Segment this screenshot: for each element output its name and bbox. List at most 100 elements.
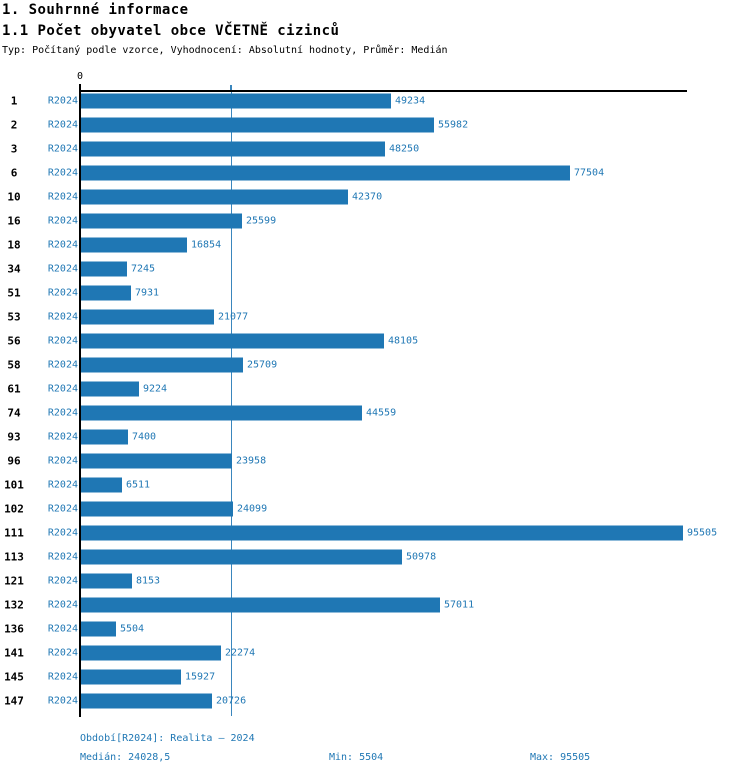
bar-row: 145 R2024 15927 xyxy=(0,665,750,689)
category-label: 74 xyxy=(7,406,21,420)
bar xyxy=(81,693,212,709)
value-label: 22274 xyxy=(225,647,256,659)
bar-row: 111 R2024 95505 xyxy=(0,521,750,545)
series-label: R2024 xyxy=(47,215,78,227)
bar-row: 3 R2024 48250 xyxy=(0,137,750,161)
bar xyxy=(81,525,683,541)
category-label: 10 xyxy=(7,190,21,204)
bar-row: 93 R2024 7400 xyxy=(0,425,750,449)
series-label: R2024 xyxy=(47,119,78,131)
value-label: 49234 xyxy=(395,95,426,107)
bar xyxy=(81,621,116,637)
page-title: 1. Souhrnné informace xyxy=(2,2,189,18)
bar-row: 61 R2024 9224 xyxy=(0,377,750,401)
value-label: 9224 xyxy=(143,383,168,395)
category-label: 6 xyxy=(10,166,18,180)
category-label: 145 xyxy=(4,670,24,684)
bar xyxy=(81,453,232,469)
bar xyxy=(81,357,243,373)
bar-row: 1 R2024 49234 xyxy=(0,89,750,113)
series-label: R2024 xyxy=(47,599,78,611)
category-label: 147 xyxy=(4,694,24,708)
x-axis-zero-tick-label: 0 xyxy=(76,71,84,82)
category-label: 121 xyxy=(4,574,24,588)
category-label: 132 xyxy=(4,598,24,612)
median-gridline xyxy=(231,92,232,716)
series-label: R2024 xyxy=(47,455,78,467)
category-label: 53 xyxy=(7,310,21,324)
category-label: 16 xyxy=(7,214,21,228)
series-label: R2024 xyxy=(47,287,78,299)
value-label: 7931 xyxy=(135,287,160,299)
bar xyxy=(81,261,127,277)
bar-row: 2 R2024 55982 xyxy=(0,113,750,137)
bar-row: 58 R2024 25709 xyxy=(0,353,750,377)
category-label: 136 xyxy=(4,622,24,636)
bar-row: 51 R2024 7931 xyxy=(0,281,750,305)
bar-row: 10 R2024 42370 xyxy=(0,185,750,209)
value-label: 15927 xyxy=(185,671,216,683)
value-label: 24099 xyxy=(237,503,268,515)
category-label: 51 xyxy=(7,286,21,300)
category-label: 96 xyxy=(7,454,21,468)
category-label: 58 xyxy=(7,358,21,372)
footer-min: Min: 5504 xyxy=(329,752,384,763)
bar-row: 16 R2024 25599 xyxy=(0,209,750,233)
category-label: 56 xyxy=(7,334,21,348)
series-label: R2024 xyxy=(47,479,78,491)
bar-row: 34 R2024 7245 xyxy=(0,257,750,281)
bar xyxy=(81,213,242,229)
footer-max: Max: 95505 xyxy=(530,752,591,763)
bar xyxy=(81,333,384,349)
value-label: 8153 xyxy=(136,575,161,587)
bar xyxy=(81,285,131,301)
category-label: 101 xyxy=(4,478,24,492)
bar xyxy=(81,405,362,421)
bar xyxy=(81,549,402,565)
series-label: R2024 xyxy=(47,311,78,323)
series-label: R2024 xyxy=(47,671,78,683)
value-label: 20726 xyxy=(216,695,247,707)
category-label: 61 xyxy=(7,382,21,396)
bar-row: 101 R2024 6511 xyxy=(0,473,750,497)
value-label: 5504 xyxy=(120,623,145,635)
series-label: R2024 xyxy=(47,95,78,107)
value-label: 25709 xyxy=(247,359,278,371)
bar-row: 53 R2024 21077 xyxy=(0,305,750,329)
bar xyxy=(81,237,187,253)
bar-row: 141 R2024 22274 xyxy=(0,641,750,665)
value-label: 7245 xyxy=(131,263,156,275)
value-label: 6511 xyxy=(126,479,151,491)
series-label: R2024 xyxy=(47,191,78,203)
bar-row: 102 R2024 24099 xyxy=(0,497,750,521)
bar-row: 121 R2024 8153 xyxy=(0,569,750,593)
bar-row: 113 R2024 50978 xyxy=(0,545,750,569)
bar xyxy=(81,381,139,397)
series-label: R2024 xyxy=(47,431,78,443)
chart-meta-line: Typ: Počítaný podle vzorce, Vyhodnocení:… xyxy=(2,45,448,56)
value-label: 23958 xyxy=(236,455,267,467)
y-axis-line xyxy=(79,84,81,717)
series-label: R2024 xyxy=(47,359,78,371)
series-label: R2024 xyxy=(47,575,78,587)
series-label: R2024 xyxy=(47,527,78,539)
series-label: R2024 xyxy=(47,623,78,635)
value-label: 48105 xyxy=(388,335,419,347)
category-label: 18 xyxy=(7,238,21,252)
category-label: 93 xyxy=(7,430,21,444)
series-label: R2024 xyxy=(47,143,78,155)
category-label: 1 xyxy=(10,94,18,108)
chart-title: 1.1 Počet obyvatel obce VČETNĚ cizinců xyxy=(2,23,340,39)
category-label: 3 xyxy=(10,142,18,156)
bar xyxy=(81,597,440,613)
bar xyxy=(81,93,391,109)
value-label: 21077 xyxy=(218,311,249,323)
median-tick xyxy=(230,85,232,90)
footer-median: Medián: 24028,5 xyxy=(80,752,171,763)
value-label: 77504 xyxy=(574,167,605,179)
value-label: 50978 xyxy=(406,551,437,563)
category-label: 2 xyxy=(10,118,18,132)
value-label: 7400 xyxy=(132,431,157,443)
